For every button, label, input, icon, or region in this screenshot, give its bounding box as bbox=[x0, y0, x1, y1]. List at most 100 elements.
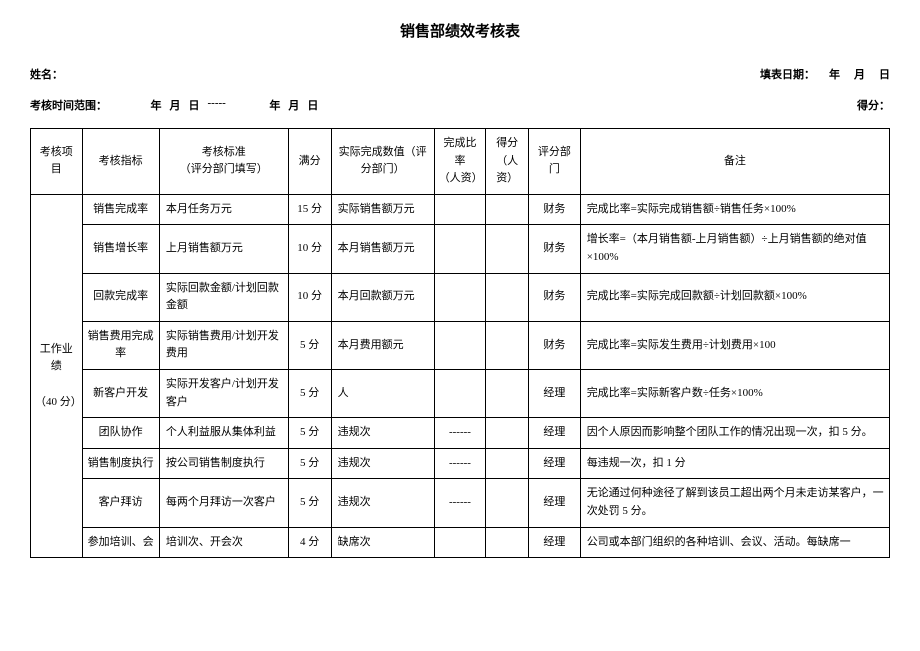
table-row: 工作业绩 （40 分）销售完成率本月任务万元15 分实际销售额万元财务完成比率=… bbox=[31, 194, 890, 225]
actual-cell: 本月销售额万元 bbox=[331, 225, 434, 273]
standard-cell: 每两个月拜访一次客户 bbox=[159, 479, 288, 527]
dept-cell: 经理 bbox=[529, 369, 581, 417]
score-cell bbox=[486, 273, 529, 321]
actual-cell: 本月回款额万元 bbox=[331, 273, 434, 321]
range-sep: ----- bbox=[208, 97, 226, 113]
range-blank-2 bbox=[234, 97, 262, 113]
range-year-1: 年 bbox=[151, 97, 162, 113]
assessment-table: 考核项目 考核指标 考核标准 （评分部门填写） 满分 实际完成数值（评分部门） … bbox=[30, 128, 890, 558]
full-cell: 5 分 bbox=[288, 418, 331, 449]
actual-cell: 本月费用额元 bbox=[331, 321, 434, 369]
rate-cell: ------ bbox=[434, 448, 486, 479]
actual-cell: 人 bbox=[331, 369, 434, 417]
standard-cell: 实际开发客户/计划开发客户 bbox=[159, 369, 288, 417]
table-row: 参加培训、会培训次、开会次4 分缺席次 经理公司或本部门组织的各种培训、会议、活动… bbox=[31, 527, 890, 558]
remark-cell: 完成比率=实际新客户数÷任务×100% bbox=[580, 369, 889, 417]
actual-cell: 实际销售额万元 bbox=[331, 194, 434, 225]
col-remark: 备注 bbox=[580, 129, 889, 195]
col-standard: 考核标准 （评分部门填写） bbox=[159, 129, 288, 195]
year-label: 年 bbox=[829, 66, 840, 82]
rate-cell bbox=[434, 527, 486, 558]
dept-cell: 经理 bbox=[529, 479, 581, 527]
rate-cell bbox=[434, 225, 486, 273]
col-dept: 评分部门 bbox=[529, 129, 581, 195]
range-label: 考核时间范围： bbox=[30, 97, 107, 113]
dept-cell: 财务 bbox=[529, 321, 581, 369]
full-cell: 5 分 bbox=[288, 321, 331, 369]
month-label: 月 bbox=[854, 66, 865, 82]
actual-cell: 违规次 bbox=[331, 479, 434, 527]
remark-cell: 完成比率=实际发生费用÷计划费用×100 bbox=[580, 321, 889, 369]
col-rate: 完成比率 （人资） bbox=[434, 129, 486, 195]
score-label: 得分： bbox=[857, 97, 890, 113]
remark-cell: 增长率=（本月销售额-上月销售额）÷上月销售额的绝对值×100% bbox=[580, 225, 889, 273]
remark-cell: 因个人原因而影响整个团队工作的情况出现一次，扣 5 分。 bbox=[580, 418, 889, 449]
score-cell bbox=[486, 369, 529, 417]
table-row: 新客户开发实际开发客户/计划开发客户5 分人 经理完成比率=实际新客户数÷任务×1… bbox=[31, 369, 890, 417]
table-row: 销售增长率上月销售额万元10 分本月销售额万元财务增长率=（本月销售额-上月销售… bbox=[31, 225, 890, 273]
indicator-cell: 销售制度执行 bbox=[82, 448, 159, 479]
table-row: 回款完成率实际回款金额/计划回款金额10 分本月回款额万元 财务完成比率=实际完成… bbox=[31, 273, 890, 321]
standard-cell: 本月任务万元 bbox=[159, 194, 288, 225]
dept-cell: 经理 bbox=[529, 527, 581, 558]
full-cell: 15 分 bbox=[288, 194, 331, 225]
standard-cell: 上月销售额万元 bbox=[159, 225, 288, 273]
standard-cell: 实际回款金额/计划回款金额 bbox=[159, 273, 288, 321]
indicator-cell: 客户拜访 bbox=[82, 479, 159, 527]
full-cell: 10 分 bbox=[288, 225, 331, 273]
standard-cell: 个人利益服从集体利益 bbox=[159, 418, 288, 449]
indicator-cell: 参加培训、会 bbox=[82, 527, 159, 558]
indicator-cell: 新客户开发 bbox=[82, 369, 159, 417]
remark-cell: 公司或本部门组织的各种培训、会议、活动。每缺席一 bbox=[580, 527, 889, 558]
rate-cell bbox=[434, 369, 486, 417]
full-cell: 5 分 bbox=[288, 369, 331, 417]
full-cell: 4 分 bbox=[288, 527, 331, 558]
score-cell bbox=[486, 194, 529, 225]
col-project: 考核项目 bbox=[31, 129, 83, 195]
score-cell bbox=[486, 448, 529, 479]
page-title: 销售部绩效考核表 bbox=[30, 20, 890, 41]
range-day-1: 日 bbox=[189, 97, 200, 113]
col-indicator: 考核指标 bbox=[82, 129, 159, 195]
table-row: 团队协作个人利益服从集体利益5 分违规次------ 经理因个人原因而影响整个团队… bbox=[31, 418, 890, 449]
remark-cell: 每违规一次，扣 1 分 bbox=[580, 448, 889, 479]
header-row-2: 考核时间范围： 年 月 日 ----- 年 月 日 得分： bbox=[30, 97, 890, 113]
col-full: 满分 bbox=[288, 129, 331, 195]
table-row: 销售制度执行按公司销售制度执行5 分违规次------经理每违规一次，扣 1 分 bbox=[31, 448, 890, 479]
dept-cell: 财务 bbox=[529, 194, 581, 225]
score-cell bbox=[486, 321, 529, 369]
indicator-cell: 销售费用完成率 bbox=[82, 321, 159, 369]
indicator-cell: 团队协作 bbox=[82, 418, 159, 449]
range-month-1: 月 bbox=[170, 97, 181, 113]
dept-cell: 财务 bbox=[529, 273, 581, 321]
col-actual: 实际完成数值（评分部门） bbox=[331, 129, 434, 195]
rate-cell bbox=[434, 194, 486, 225]
header-row-1: 姓名： 填表日期： 年 月 日 bbox=[30, 66, 890, 82]
table-row: 客户拜访每两个月拜访一次客户5 分违规次------经理无论通过何种途径了解到该… bbox=[31, 479, 890, 527]
rate-cell bbox=[434, 321, 486, 369]
col-score: 得分 （人资） bbox=[486, 129, 529, 195]
indicator-cell: 回款完成率 bbox=[82, 273, 159, 321]
actual-cell: 违规次 bbox=[331, 418, 434, 449]
range-month-2: 月 bbox=[288, 97, 299, 113]
dept-cell: 经理 bbox=[529, 418, 581, 449]
indicator-cell: 销售完成率 bbox=[82, 194, 159, 225]
score-cell bbox=[486, 479, 529, 527]
rate-cell bbox=[434, 273, 486, 321]
standard-cell: 培训次、开会次 bbox=[159, 527, 288, 558]
rate-cell: ------ bbox=[434, 479, 486, 527]
name-label: 姓名： bbox=[30, 66, 63, 82]
remark-cell: 无论通过何种途径了解到该员工超出两个月未走访某客户，一次处罚 5 分。 bbox=[580, 479, 889, 527]
full-cell: 5 分 bbox=[288, 448, 331, 479]
day-label: 日 bbox=[879, 66, 890, 82]
actual-cell: 缺席次 bbox=[331, 527, 434, 558]
range-blank-1 bbox=[115, 97, 143, 113]
range-year-2: 年 bbox=[269, 97, 280, 113]
score-cell bbox=[486, 225, 529, 273]
table-row: 销售费用完成率实际销售费用/计划开发费用5 分本月费用额元财务完成比率=实际发生… bbox=[31, 321, 890, 369]
dept-cell: 经理 bbox=[529, 448, 581, 479]
rate-cell: ------ bbox=[434, 418, 486, 449]
project-cell: 工作业绩 （40 分） bbox=[31, 194, 83, 557]
remark-cell: 完成比率=实际完成回款额÷计划回款额×100% bbox=[580, 273, 889, 321]
full-cell: 10 分 bbox=[288, 273, 331, 321]
